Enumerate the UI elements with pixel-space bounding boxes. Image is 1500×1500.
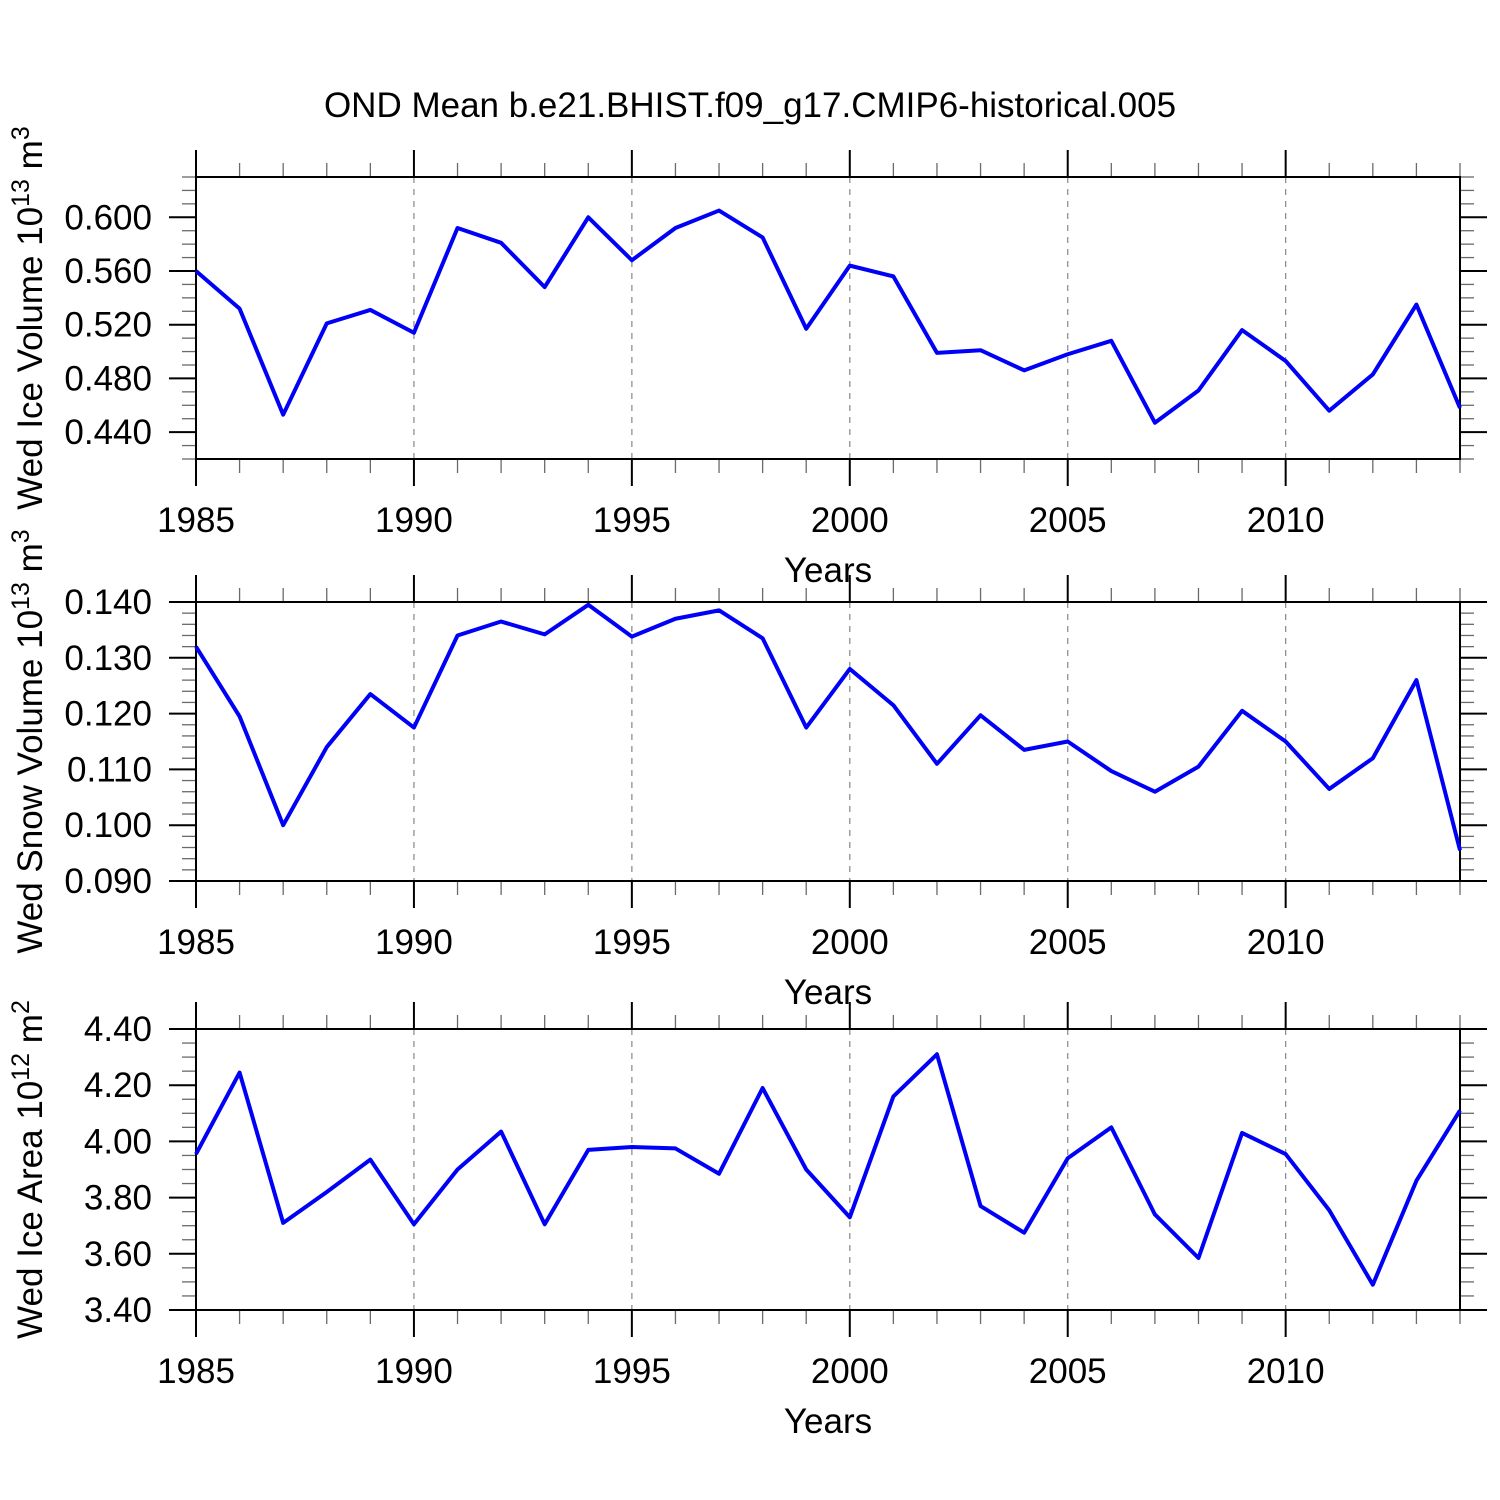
x-tick-label: 1995 [593, 923, 671, 962]
y-tick-label: 3.40 [84, 1291, 152, 1330]
y-axis-title-part: 12 [7, 1053, 35, 1081]
y-tick-label: 4.20 [84, 1066, 152, 1105]
y-axis-title-part: 2 [7, 1000, 35, 1014]
y-axis-title-part: m [11, 543, 50, 582]
x-tick-label: 2010 [1247, 501, 1325, 540]
x-tick-label: 2010 [1247, 1352, 1325, 1391]
y-tick-label: 0.520 [64, 306, 152, 345]
x-axis-title: Years [784, 551, 872, 590]
y-axis-title-part: m [11, 140, 50, 179]
x-axis-title: Years [784, 973, 872, 1012]
figure-title: OND Mean b.e21.BHIST.f09_g17.CMIP6-histo… [323, 86, 1177, 125]
x-tick-label: 1990 [375, 501, 453, 540]
y-tick-label: 0.120 [64, 695, 152, 734]
y-axis-title: Wed Snow Volume 1013 m3 [7, 529, 50, 953]
x-tick-label: 1990 [375, 1352, 453, 1391]
y-axis-title: Wed Ice Volume 1013 m3 [7, 126, 50, 509]
plot-frame [195, 176, 1461, 460]
y-tick-label: 4.00 [84, 1122, 152, 1161]
y-axis-title-part: Wed Snow Volume 10 [11, 610, 50, 954]
x-tick-label: 2005 [1029, 1352, 1107, 1391]
y-tick-label: 0.600 [64, 198, 152, 237]
y-tick-label: 0.110 [67, 750, 152, 789]
y-tick-label: 3.60 [84, 1235, 152, 1274]
y-tick-label: 0.090 [64, 862, 152, 901]
y-axis-title: Wed Ice Area 1012 m2 [7, 1000, 50, 1339]
x-axis-title: Years [784, 1402, 872, 1441]
x-tick-label: 2000 [811, 923, 889, 962]
panel-ice-area: 3.40 3.60 3.80 4.00 4.20 4.40 1985 1990 1995 2000… [7, 1000, 1487, 1441]
x-tick-label: 2000 [811, 501, 889, 540]
panel-snow-volume: 0.090 0.100 0.110 0.120 0.130 0.140 1985 1990 19… [7, 529, 1487, 1012]
y-tick-label: 0.100 [64, 806, 152, 845]
series-line-ice-area [194, 1052, 1462, 1287]
y-axis-title-part: 3 [7, 126, 35, 140]
y-axis-title-part: Wed Ice Area 10 [11, 1081, 50, 1339]
y-axis-title-part: 13 [7, 179, 35, 207]
series-line-ice-volume [194, 208, 1462, 425]
panel-ice-volume: 0.440 0.480 0.520 0.560 0.600 1985 1990 1995 200… [7, 126, 1487, 590]
series-line-snow-volume [194, 602, 1462, 851]
y-tick-label: 3.80 [84, 1179, 152, 1218]
x-tick-label: 1995 [593, 1352, 671, 1391]
y-tick-label: 4.40 [84, 1010, 152, 1049]
x-tick-label: 2010 [1247, 923, 1325, 962]
x-tick-label: 2005 [1029, 501, 1107, 540]
y-axis-title-part: m [11, 1014, 50, 1053]
y-tick-label: 0.140 [64, 583, 152, 622]
y-tick-label: 0.560 [64, 252, 152, 291]
y-tick-label: 0.130 [64, 639, 152, 678]
y-tick-label: 0.440 [64, 413, 152, 452]
plot-frame [195, 1028, 1461, 1311]
y-tick-label: 0.480 [64, 359, 152, 398]
plot-frame [195, 601, 1461, 882]
x-tick-label: 2000 [811, 1352, 889, 1391]
y-axis-title-part: 13 [7, 582, 35, 610]
x-tick-label: 2005 [1029, 923, 1107, 962]
x-tick-label: 1985 [157, 501, 235, 540]
x-tick-label: 1995 [593, 501, 671, 540]
x-tick-label: 1990 [375, 923, 453, 962]
y-axis-title-part: 3 [7, 529, 35, 543]
x-tick-label: 1985 [157, 923, 235, 962]
y-axis-title-part: Wed Ice Volume 10 [11, 207, 50, 510]
x-tick-label: 1985 [157, 1352, 235, 1391]
